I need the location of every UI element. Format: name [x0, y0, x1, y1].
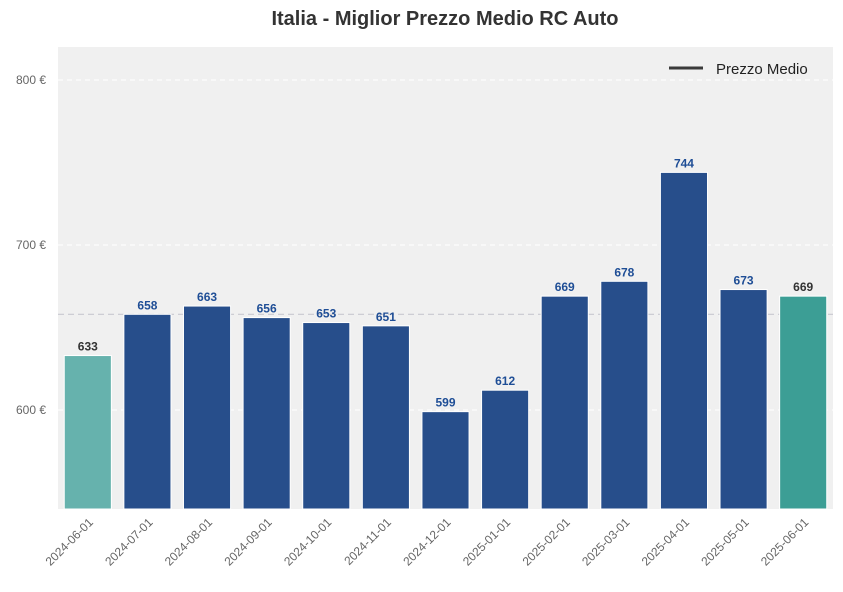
x-axis-ticks: 2024-06-01 2024-07-01 2024-08-01 2024-09-01…	[43, 515, 812, 569]
legend: Prezzo Medio	[669, 61, 808, 78]
bars	[63, 171, 828, 510]
bar-value-label: 663	[197, 290, 217, 304]
bar	[302, 322, 351, 510]
x-tick-label: 2024-10-01	[281, 515, 335, 569]
x-tick-label: 2025-01-01	[460, 515, 514, 569]
x-tick-label: 2024-09-01	[221, 515, 275, 569]
bar-value-label: 599	[435, 396, 455, 410]
bar-value-label: 653	[316, 307, 336, 321]
bar	[361, 325, 410, 510]
bar-value-label: 669	[555, 280, 575, 294]
bar-value-label: 656	[257, 302, 277, 316]
bar-value-label: 673	[734, 274, 754, 288]
bar	[719, 289, 768, 510]
bar	[600, 280, 649, 510]
y-tick-label: 800 €	[16, 73, 46, 87]
x-tick-label: 2025-02-01	[520, 515, 574, 569]
x-tick-label: 2025-03-01	[579, 515, 633, 569]
bar	[540, 295, 589, 510]
bar	[63, 355, 112, 510]
bar-value-labels: 633 658 663 656 653 651 599 612 669 678 744 673 669	[78, 156, 814, 409]
bar	[659, 171, 709, 510]
y-tick-label: 600 €	[16, 403, 46, 417]
x-tick-label: 2025-04-01	[639, 515, 693, 569]
bar-value-label: 658	[137, 298, 157, 312]
bar-value-label: 651	[376, 310, 396, 324]
bar	[481, 389, 530, 510]
bar-value-label: 633	[78, 340, 98, 354]
bar-value-label: 678	[614, 265, 634, 279]
bar-value-label: 669	[793, 280, 813, 294]
x-tick-label: 2024-12-01	[400, 515, 454, 569]
bar	[421, 411, 470, 510]
bar	[779, 295, 828, 510]
bar	[182, 305, 232, 510]
x-tick-label: 2024-11-01	[341, 515, 394, 568]
bar	[123, 313, 172, 510]
bar-value-label: 612	[495, 374, 515, 388]
x-tick-label: 2025-05-01	[698, 515, 752, 569]
x-tick-label: 2025-06-01	[758, 515, 812, 569]
x-tick-label: 2024-06-01	[43, 515, 97, 569]
chart-title: Italia - Miglior Prezzo Medio RC Auto	[271, 8, 618, 30]
bar	[242, 317, 291, 510]
x-tick-label: 2024-07-01	[102, 515, 156, 569]
bar-value-label: 744	[674, 156, 694, 170]
y-tick-label: 700 €	[16, 238, 46, 252]
x-tick-label: 2024-08-01	[162, 515, 216, 569]
y-axis-ticks: 600 € 700 € 800 €	[16, 73, 46, 417]
legend-label: Prezzo Medio	[716, 61, 808, 78]
